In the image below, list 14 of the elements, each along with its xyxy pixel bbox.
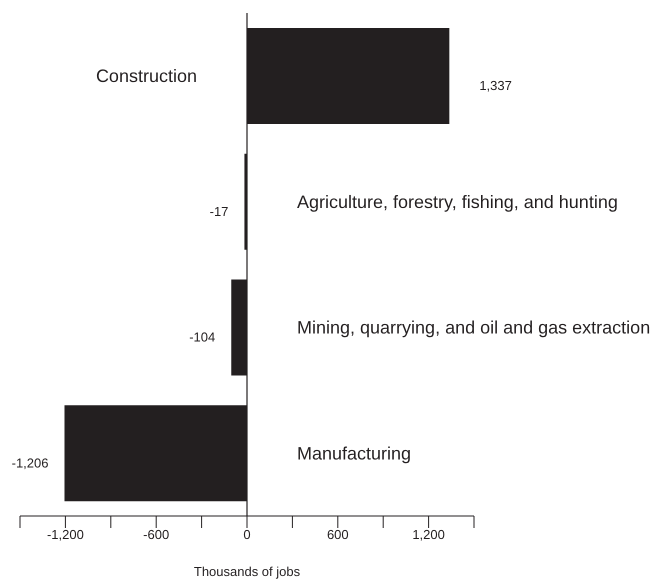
y-tick-label: Manufacturing <box>297 443 412 464</box>
x-tick-label: 0 <box>243 527 251 542</box>
y-tick-label: Mining, quarrying, and oil and gas extraction <box>297 318 650 338</box>
data-label: -104 <box>189 330 216 344</box>
y-tick-label: Agriculture, forestry, fishing, and hunting <box>297 192 618 212</box>
data-label: -1,206 <box>12 455 48 470</box>
x-tick-label: -1,200 <box>46 527 84 542</box>
x-axis-title: Thousands of jobs <box>194 564 301 579</box>
y-tick-label: Construction <box>96 66 197 86</box>
data-label: -17 <box>210 204 228 219</box>
x-tick-label: -600 <box>143 527 170 542</box>
data-label: 1,337 <box>479 78 512 93</box>
x-tick-label: 600 <box>326 527 349 542</box>
x-tick-label: 1,200 <box>412 527 445 542</box>
